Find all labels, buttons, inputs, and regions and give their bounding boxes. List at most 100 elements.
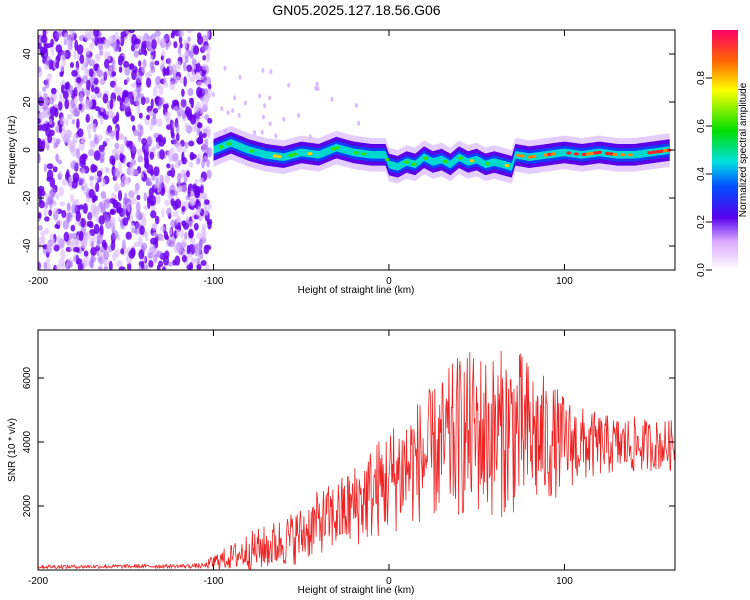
noise-blob [122,208,127,219]
colorbar-tick-label: 0.0 [696,263,707,277]
noise-blob [104,137,111,143]
noise-blob [97,266,103,270]
noise-blob [173,244,179,254]
noise-blob [38,139,43,150]
noise-blob [154,182,160,189]
noise-blob [103,71,108,78]
noise-blob [135,96,139,106]
noise-blob [193,45,200,55]
noise-blob [134,43,141,50]
noise-blob [122,239,126,251]
ridge-peak [655,150,660,154]
noise-blob [149,54,154,61]
noise-blob [58,124,63,134]
noise-blob [68,84,74,95]
noise-blob [154,60,160,66]
noise-blob [237,112,241,118]
noise-blob [40,34,48,44]
noise-blob [59,71,64,77]
noise-blob [87,211,93,221]
noise-blob [72,133,79,144]
noise-blob [69,62,75,68]
ridge-peak [589,151,595,156]
noise-blob [153,253,158,264]
noise-blob [130,44,136,52]
noise-blob [163,76,167,85]
noise-blob [39,46,46,56]
noise-blob [119,152,124,163]
ridge-peak [612,152,618,157]
noise-blob [196,86,202,98]
noise-blob [314,85,318,91]
noise-blob [149,151,155,160]
noise-blob [70,224,76,232]
noise-blob [44,216,50,222]
noise-blob [109,155,116,165]
ridge-peak [334,146,340,150]
noise-blob [70,160,78,170]
colorbar-tick-label: 0.4 [696,167,707,181]
noise-blob [78,91,84,103]
spectrogram-ridge [213,126,672,184]
noise-blob [199,251,204,260]
noise-blob [177,159,183,165]
noise-blob [77,263,83,270]
snr-ticks: -200 -100 0 100 2000 4000 6000 [22,330,675,587]
ridge-peak [330,147,336,151]
y-tick-label: -40 [22,238,33,253]
noise-blob [127,262,132,270]
noise-blob [173,41,178,49]
noise-blob [145,143,150,153]
noise-blob [170,198,175,207]
noise-blob [89,181,94,187]
noise-blob [45,55,51,65]
noise-blob [43,163,48,173]
noise-blob [201,158,206,169]
noise-blob [187,71,191,80]
noise-blob [167,57,172,65]
ridge-peak [547,152,552,157]
noise-blob [93,64,99,71]
noise-blob [176,228,181,238]
snr-frame [37,329,676,571]
noise-blob [58,186,65,197]
noise-blob [126,76,130,83]
noise-blob [115,111,120,123]
noise-blob [171,120,176,130]
noise-blob [38,96,44,107]
colorbar-tick-label: 0.6 [696,119,707,133]
ridge-peak [620,153,626,157]
noise-blob [100,106,104,113]
noise-blob [80,65,87,71]
noise-blob [168,185,176,195]
noise-blob [96,170,103,177]
noise-blob [69,175,73,187]
noise-blob [205,264,210,270]
noise-blob [117,190,123,202]
noise-blob [144,97,150,104]
noise-blob [47,195,54,205]
noise-blob [43,206,48,217]
noise-blob [84,48,91,56]
noise-blob [269,69,273,75]
ridge-peak [658,149,664,153]
noise-blob [170,132,175,139]
colorbar-tick-label: 0.8 [696,71,707,85]
noise-blob [137,212,143,221]
spectrogram-y-label: Frequency (Hz) [7,116,18,185]
noise-blob [93,223,100,235]
noise-blob [66,202,71,212]
noise-blob [72,109,80,117]
noise-blob [110,111,116,119]
noise-blob [196,110,201,122]
noise-blob [152,232,159,238]
noise-blob [268,95,272,101]
noise-blob [174,217,181,224]
noise-blob [38,212,42,219]
noise-blob [38,118,41,124]
colorbar: 0.0 0.2 0.4 0.6 0.8 Normalized spectral ampl… [696,30,749,277]
noise-blob [50,187,56,198]
noise-blob [56,192,60,200]
noise-blob [206,30,210,39]
